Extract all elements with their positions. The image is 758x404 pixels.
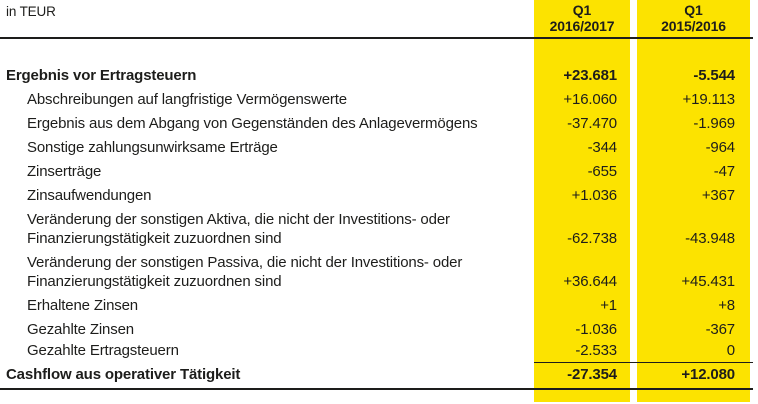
row-label: Veränderung der sonstigen Aktiva, die ni… [27,211,450,247]
row-value-q1-2016-2017: -37.470 [567,115,617,132]
row-value-q1-2016-2017: -655 [587,163,618,180]
row-label: Gezahlte Ertragsteuern [27,342,179,359]
table-row: Abschreibungen auf langfristige Vermögen… [0,89,758,113]
row-value-q1-2015-2016: +12.080 [681,366,735,383]
row-value-q1-2015-2016: -367 [705,321,736,338]
q1-2015-2016-column-highlight [637,0,750,402]
row-value-q1-2016-2017: +23.681 [563,67,617,84]
row-label: Zinserträge [27,163,102,180]
row-label: Gezahlte Zinsen [27,321,134,338]
row-value-q1-2015-2016: +367 [701,187,735,204]
row-label: Ergebnis vor Ertragsteuern [6,67,197,84]
row-value-q1-2016-2017: +1.036 [571,187,618,204]
table-row: Veränderung der sonstigen Passiva, die n… [0,252,758,295]
table-row: Zinsaufwendungen +1.036 +367 [0,185,758,209]
row-label: Zinsaufwendungen [27,187,152,204]
row-value-q1-2015-2016: -43.948 [685,230,735,247]
column-header-q1-2016-2017: Q1 2016/2017 [549,2,615,34]
row-value-q1-2016-2017: -62.738 [567,230,617,247]
column-header-q1-2015-2016: Q1 2015/2016 [661,2,726,34]
subtotal-rule [534,362,753,363]
row-label: Ergebnis aus dem Abgang von Gegenständen… [27,115,478,132]
row-label: Cashflow aus operativer Tätigkeit [6,366,241,383]
q1-2016-2017-column-highlight [534,0,630,402]
row-label: Sonstige zahlungsunwirksame Erträge [27,139,278,156]
table-rows: Ergebnis vor Ertragsteuern +23.681 -5.544 A… [0,39,758,388]
row-value-q1-2016-2017: -1.036 [575,321,617,338]
row-value-q1-2016-2017: -27.354 [567,366,617,383]
table-row: Erhaltene Zinsen +1 +8 [0,295,758,319]
row-value-q1-2016-2017: +1 [600,297,617,314]
row-value-q1-2015-2016: 0 [726,342,735,359]
table-row: Gezahlte Ertragsteuern -2.533 0 [0,342,758,363]
table-row: Veränderung der sonstigen Aktiva, die ni… [0,209,758,252]
row-value-q1-2015-2016: -1.969 [693,115,735,132]
row-value-q1-2016-2017: +16.060 [563,91,617,108]
unit-label: in TEUR [6,4,56,19]
header-rule [0,37,753,39]
row-value-q1-2016-2017: -344 [587,139,618,156]
table-row: Zinserträge -655 -47 [0,161,758,185]
row-value-q1-2015-2016: +8 [718,297,735,314]
row-value-q1-2015-2016: -47 [713,163,735,180]
row-label: Abschreibungen auf langfristige Vermögen… [27,91,347,108]
table-row: Gezahlte Zinsen -1.036 -367 [0,319,758,343]
table-row: Ergebnis aus dem Abgang von Gegenständen… [0,113,758,137]
row-value-q1-2015-2016: -964 [705,139,736,156]
row-value-q1-2016-2017: -2.533 [575,342,617,359]
row-value-q1-2015-2016: +19.113 [682,91,736,108]
row-value-q1-2015-2016: +45.431 [681,273,735,290]
table-row: Ergebnis vor Ertragsteuern +23.681 -5.544 [0,65,758,89]
row-value-q1-2016-2017: +36.644 [563,273,617,290]
bottom-rule [0,388,753,390]
row-value-q1-2015-2016: -5.544 [693,67,735,84]
row-label: Veränderung der sonstigen Passiva, die n… [27,254,463,290]
table-row: Cashflow aus operativer Tätigkeit -27.354… [0,363,758,388]
table-row: Sonstige zahlungsunwirksame Erträge -344 -… [0,137,758,161]
row-label: Erhaltene Zinsen [27,297,139,314]
